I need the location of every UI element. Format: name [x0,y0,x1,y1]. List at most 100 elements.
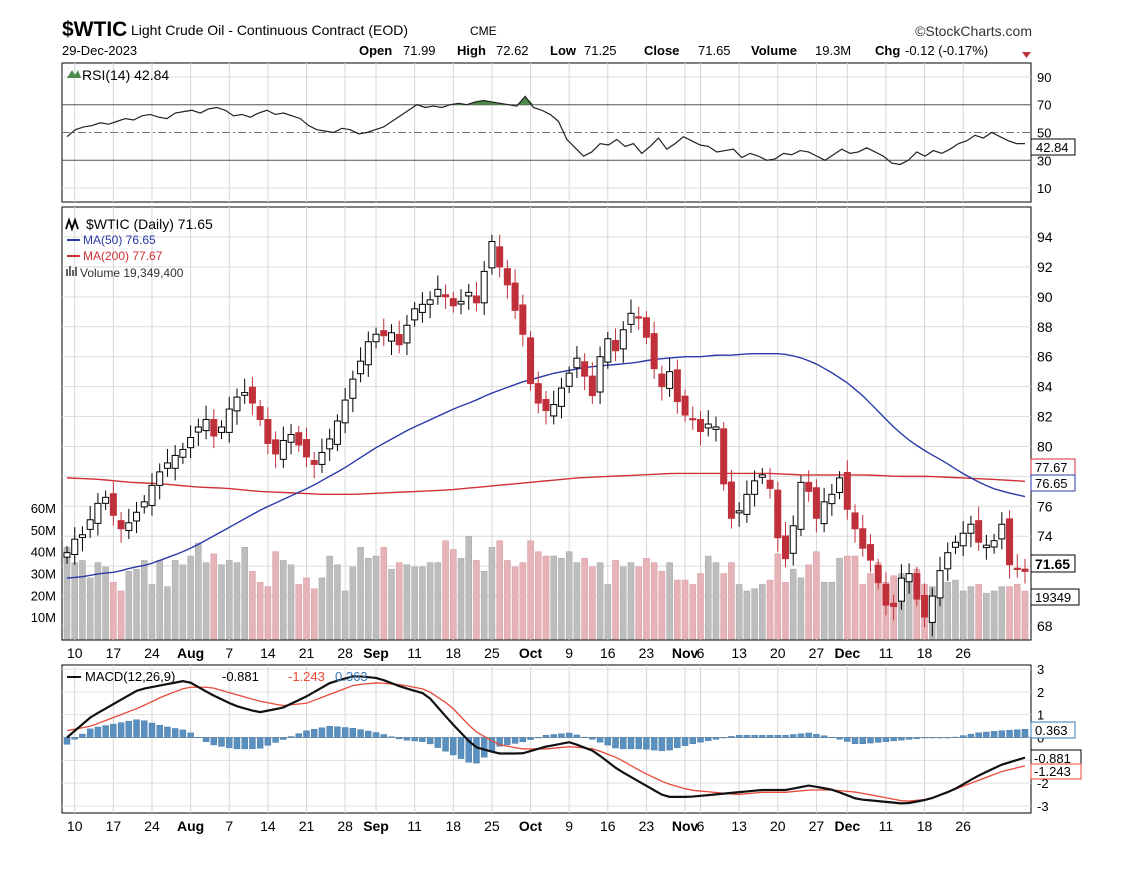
candle [573,346,581,379]
macd-histogram-bar [218,737,225,747]
volume-bar [743,590,751,640]
candle [604,332,612,369]
candle-body [890,602,898,608]
macd-histogram-bar [295,733,302,738]
volume-bar [156,560,163,640]
candle [287,424,295,455]
macd-histogram-bar [990,731,998,738]
volume-bar [457,557,465,640]
volume-bar [341,590,349,640]
x-tick-label: 21 [299,645,315,661]
volume-bar [218,564,225,640]
volume-bar [612,560,619,640]
ma200-value-tag: 77.67 [1030,458,1076,476]
volume-bar [164,586,171,640]
price-tick-label: 84 [1037,379,1053,395]
candle [71,527,79,565]
candle-body [511,282,519,311]
volume-bar [1014,584,1021,640]
candle [496,234,504,278]
volume-bar [334,564,341,640]
volume-value-tag: 19349 [1030,588,1080,606]
candle-body [735,510,743,514]
x-tick-label: 7 [225,645,233,661]
candle [102,490,110,511]
open-value: 71.99 [403,43,436,58]
volume-bar [442,540,449,640]
candle [364,331,372,377]
macd-histogram-bar [102,725,109,738]
candle [550,390,558,425]
candle-body [333,420,341,445]
candle [921,583,929,628]
volume-bar [388,568,395,640]
macd-histogram-bar [921,737,928,739]
candle-body [380,330,388,337]
candle-body [805,481,813,492]
candle [241,378,249,404]
macd-histogram-bar [882,737,890,742]
macd-histogram-bar [1021,729,1029,738]
volume-bar [735,584,743,640]
ma200-line [66,472,1026,496]
macd-histogram-bar [743,735,751,738]
candle-body [1021,568,1029,572]
macd-histogram-bar [728,736,735,738]
down-arrow-icon [1022,52,1031,58]
candle [472,282,480,312]
macd-histogram-bar [125,720,133,738]
volume-legend: Volume 19,349,400 [80,266,184,280]
candle [928,587,936,637]
x-tick-label: 27 [809,645,825,661]
candle [1013,554,1021,578]
x-tick-label: 25 [484,645,500,661]
volume-bar [310,588,318,640]
volume-bar [558,557,565,640]
macd-histogram-bar [836,737,843,740]
candle [264,407,272,454]
macd-histogram-bar [844,737,851,742]
candle [218,420,226,440]
hist-tag-text: 0.363 [1035,723,1068,738]
volume-bar [1021,590,1029,640]
candle [403,314,411,356]
volume-bar [627,562,635,640]
candle-body [264,419,272,444]
candle-body [179,448,187,458]
open-label: Open [359,43,392,58]
candle [519,294,527,347]
volume-bar [844,555,851,640]
macd-histogram-bar [519,737,527,743]
candle [457,289,465,315]
candle-body [581,361,589,377]
volume-bar [658,571,666,640]
candle-body [457,300,465,305]
candle-body [951,541,959,548]
volume-tag-box [1030,588,1080,606]
candle-body [836,477,844,494]
candle-body [233,396,241,412]
candle-body [94,502,102,524]
macd-histogram-bar [280,737,287,740]
candle [527,331,535,391]
macd-histogram-bar [627,737,635,750]
candle-body [619,329,627,350]
candle-body [882,583,890,606]
candle-body [820,501,828,525]
candle-body [1013,567,1021,570]
volume-bar [759,584,766,640]
volume-bar [117,590,125,640]
macd-histogram-bar [349,728,357,738]
volume-legend-icon [66,266,77,276]
candle [882,572,890,616]
candle [982,534,990,560]
volume-bar [565,551,573,640]
candle [758,468,766,485]
volume-bar [519,562,527,640]
x-tick-label: Sep [363,818,389,834]
macd-histogram-bar [790,734,797,738]
candle-body [859,528,867,549]
macd-histogram-bar [94,726,102,738]
candle-body [712,426,720,430]
